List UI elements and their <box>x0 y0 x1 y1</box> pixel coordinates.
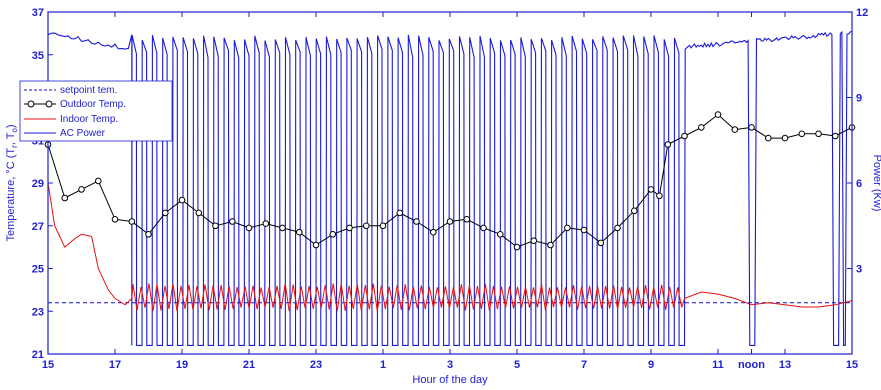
outdoor-point <box>95 177 102 185</box>
x-tick-label: 13 <box>779 359 791 371</box>
indoor-temp-line <box>47 182 853 312</box>
legend-label-indoor: Indoor Temp. <box>60 114 118 125</box>
outdoor-point <box>781 134 789 142</box>
outdoor-point <box>681 132 688 140</box>
x-tick-label: 7 <box>581 359 587 371</box>
outdoor-point <box>78 186 85 193</box>
outdoor-point <box>698 124 705 131</box>
legend-marker-outdoor-2 <box>45 100 53 108</box>
y-right-tick-label: 9 <box>856 93 862 105</box>
legend-label-setpoint: setpoint tem. <box>60 85 117 96</box>
outdoor-point <box>656 192 663 200</box>
series-indoor-temp <box>47 182 853 312</box>
outdoor-point <box>195 209 203 217</box>
y-left-tick-label: 27 <box>32 221 44 233</box>
outdoor-point <box>597 239 605 247</box>
x-tick-label: 19 <box>176 359 188 371</box>
outdoor-point <box>815 130 822 138</box>
outdoor-point <box>61 194 69 202</box>
outdoor-point <box>614 224 621 232</box>
outdoor-point <box>430 228 437 236</box>
outdoor-point <box>128 218 136 225</box>
x-tick-label: 23 <box>310 359 322 371</box>
outdoor-point <box>647 186 655 193</box>
y-right-tick-label: 6 <box>856 178 862 190</box>
outdoor-point <box>513 243 521 251</box>
outdoor-point <box>178 196 186 204</box>
outdoor-point <box>229 218 236 225</box>
outdoor-point <box>530 237 538 244</box>
legend-label-power: AC Power <box>60 128 106 139</box>
outdoor-point <box>664 141 672 148</box>
y-axis-left-title: Temperature, °C (Tr, To) <box>5 124 19 241</box>
x-tick-label: 3 <box>447 359 453 371</box>
y-right-tick-label: 12 <box>856 7 868 19</box>
y-axis-right-title: Power (Kw) <box>871 155 881 212</box>
outdoor-point <box>714 111 722 118</box>
y-left-tick-label: 29 <box>32 178 44 190</box>
outdoor-point <box>279 224 286 232</box>
series-outdoor-temp <box>44 111 856 251</box>
x-tick-label: 5 <box>514 359 520 371</box>
outdoor-point <box>212 222 219 230</box>
y-left-tick-label: 25 <box>32 264 44 276</box>
outdoor-point <box>497 231 504 238</box>
legend-label-outdoor: Outdoor Temp. <box>60 99 126 110</box>
x-tick-label: 15 <box>846 359 858 371</box>
y-left-tick-label: 23 <box>32 306 44 318</box>
x-tick-label: 11 <box>712 359 724 371</box>
outdoor-point <box>480 224 487 232</box>
outdoor-point <box>748 124 755 131</box>
outdoor-point <box>245 224 253 232</box>
y-right-tick-label: 3 <box>856 264 862 276</box>
outdoor-point <box>798 130 806 138</box>
outdoor-point <box>379 222 387 230</box>
plot-background <box>48 12 852 354</box>
outdoor-point <box>547 241 554 249</box>
y-left-tick-label: 37 <box>32 7 44 19</box>
power-line <box>47 30 853 346</box>
outdoor-point <box>832 132 839 140</box>
outdoor-point <box>731 126 739 133</box>
outdoor-point <box>446 218 454 225</box>
outdoor-point <box>580 226 588 234</box>
x-tick-label: 17 <box>109 359 121 371</box>
outdoor-point <box>111 216 119 223</box>
outdoor-point <box>145 231 152 238</box>
y-left-tick-label: 21 <box>32 349 44 361</box>
outdoor-point <box>312 241 320 249</box>
x-tick-label: noon <box>738 359 765 371</box>
legend-box <box>19 80 173 142</box>
outdoor-point <box>162 209 169 217</box>
outdoor-point <box>564 224 571 232</box>
outdoor-point <box>296 228 303 236</box>
outdoor-point <box>262 220 270 227</box>
outdoor-point <box>413 218 420 225</box>
series-ac-power <box>47 30 853 346</box>
outdoor-point <box>631 207 638 215</box>
x-axis-title: Hour of the day <box>412 374 488 386</box>
outdoor-temp-line <box>47 113 853 248</box>
outdoor-point <box>363 222 370 230</box>
x-tick-label: 21 <box>243 359 255 371</box>
outdoor-point <box>346 224 353 232</box>
x-tick-label: 1 <box>380 359 386 371</box>
legend: setpoint tem. Outdoor Temp. Indoor Temp.… <box>19 80 173 142</box>
y-left-tick-label: 35 <box>32 50 44 62</box>
axis-ticks: 15171921231357911noon1315212325272931333… <box>32 7 869 371</box>
x-tick-label: 9 <box>648 359 654 371</box>
outdoor-point <box>765 134 772 142</box>
outdoor-point <box>463 216 471 223</box>
outdoor-point <box>396 209 404 217</box>
legend-marker-outdoor-1 <box>27 100 35 108</box>
x-tick-label: 15 <box>42 359 54 371</box>
outdoor-point <box>329 231 337 238</box>
